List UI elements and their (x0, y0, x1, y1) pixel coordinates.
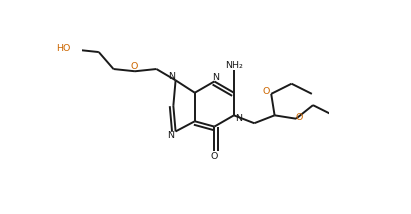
Text: N: N (167, 131, 174, 140)
Text: O: O (296, 113, 303, 122)
Text: O: O (211, 152, 218, 161)
Text: N: N (168, 71, 175, 80)
Text: NH₂: NH₂ (226, 61, 243, 70)
Text: HO: HO (56, 44, 71, 53)
Text: O: O (130, 62, 137, 71)
Text: N: N (212, 73, 219, 82)
Text: O: O (262, 87, 270, 96)
Text: N: N (235, 114, 242, 123)
